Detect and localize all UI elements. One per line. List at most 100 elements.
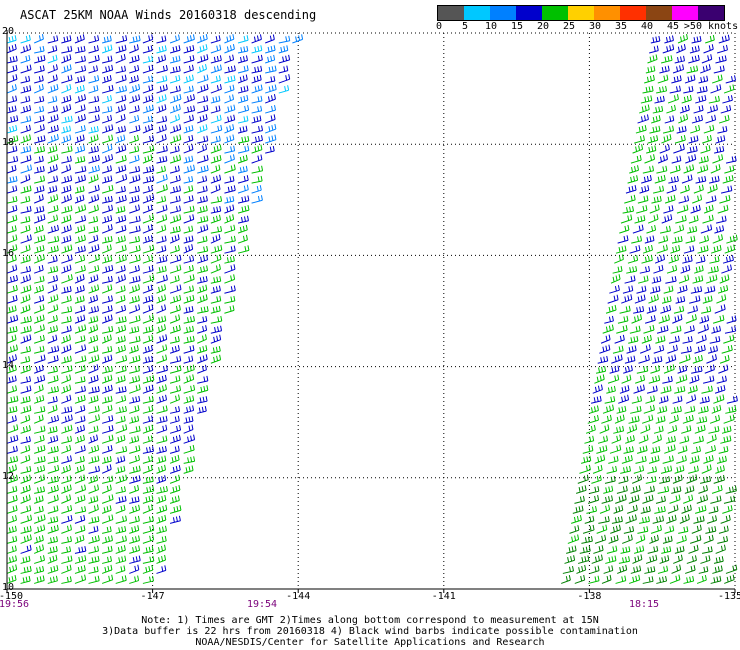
wind-barb xyxy=(142,265,154,274)
wind-barb xyxy=(183,395,195,404)
wind-barb xyxy=(129,295,140,304)
wind-barb xyxy=(74,34,85,44)
wind-barb xyxy=(156,284,167,294)
wind-barb xyxy=(20,115,32,124)
wind-barb xyxy=(718,34,730,44)
wind-barb xyxy=(20,325,32,334)
wind-barb xyxy=(634,294,646,304)
wind-barb xyxy=(237,74,248,84)
wind-barb xyxy=(142,435,153,444)
wind-barb xyxy=(101,84,114,94)
wind-barb xyxy=(129,304,141,314)
wind-barb xyxy=(74,75,86,84)
wind-barb xyxy=(605,555,617,564)
wind-barb xyxy=(722,175,734,184)
wind-barb xyxy=(20,124,31,134)
wind-barb xyxy=(74,376,86,384)
wind-barb xyxy=(630,405,642,414)
wind-barb xyxy=(47,334,58,344)
wind-barb xyxy=(609,285,620,294)
wind-barb xyxy=(720,185,733,194)
wind-barb xyxy=(210,164,221,174)
wind-barb xyxy=(210,264,221,274)
wind-barb xyxy=(115,134,126,144)
wind-barb xyxy=(660,385,672,394)
scale-label: 40 xyxy=(640,21,654,32)
wind-barb xyxy=(88,65,99,74)
wind-barb xyxy=(183,405,195,414)
wind-barb xyxy=(639,344,651,354)
wind-barb xyxy=(156,124,167,134)
wind-barb xyxy=(645,476,657,484)
scale-label: 10 xyxy=(484,21,498,32)
scale-label: 45 xyxy=(666,21,680,32)
wind-barb xyxy=(20,395,31,404)
wind-barb xyxy=(639,265,651,274)
wind-barb xyxy=(670,325,682,334)
wind-barb xyxy=(714,304,726,314)
wind-barb xyxy=(6,445,18,454)
wind-barb xyxy=(611,516,623,524)
wind-barb xyxy=(685,564,696,574)
wind-barb xyxy=(74,165,87,174)
wind-barb xyxy=(657,154,668,164)
wind-barb xyxy=(701,54,713,64)
wind-barb xyxy=(20,265,31,274)
wind-barb xyxy=(630,154,642,164)
wind-barb xyxy=(676,535,687,544)
wind-barb xyxy=(142,314,155,324)
wind-barb xyxy=(74,65,87,74)
wind-barb xyxy=(210,35,221,44)
wind-barb xyxy=(20,294,31,304)
wind-barb xyxy=(670,245,681,254)
wind-barb xyxy=(711,404,722,414)
wind-barb xyxy=(88,194,100,204)
wind-barb xyxy=(692,194,703,204)
wind-barb xyxy=(210,214,221,224)
wind-barb xyxy=(142,224,153,234)
wind-barb xyxy=(47,194,59,204)
wind-barb xyxy=(691,365,703,374)
wind-barb xyxy=(606,465,618,474)
wind-barb xyxy=(169,114,181,124)
wind-barb xyxy=(6,325,18,334)
wind-barb xyxy=(680,346,692,354)
wind-barb xyxy=(690,204,701,214)
wind-barb xyxy=(20,315,32,324)
wind-barb xyxy=(88,95,100,104)
wind-barb xyxy=(278,74,291,84)
wind-barb xyxy=(142,194,155,204)
wind-barb xyxy=(156,554,167,564)
wind-barb xyxy=(115,185,126,194)
wind-barb xyxy=(654,506,666,514)
wind-barb xyxy=(210,205,222,214)
wind-barb xyxy=(47,124,59,134)
wind-barb xyxy=(649,125,661,134)
wind-barb xyxy=(33,194,44,204)
wind-barb xyxy=(102,325,114,334)
wind-barb xyxy=(34,175,46,184)
wind-barb xyxy=(115,395,127,404)
wind-barb xyxy=(142,575,155,584)
wind-barb xyxy=(619,385,630,394)
wind-barb xyxy=(721,345,733,354)
wind-barb xyxy=(571,515,582,524)
wind-barb xyxy=(34,495,44,504)
wind-barb xyxy=(156,134,167,144)
wind-barb xyxy=(88,305,100,314)
wind-barb xyxy=(88,354,100,364)
wind-barb xyxy=(74,134,85,144)
wind-barb xyxy=(129,555,141,564)
wind-barb xyxy=(6,314,19,324)
wind-barb xyxy=(691,35,702,44)
wind-barb xyxy=(668,254,679,264)
wind-barb xyxy=(169,134,182,144)
wind-barb xyxy=(639,104,650,114)
wind-barb xyxy=(183,34,195,44)
wind-barb xyxy=(569,525,580,534)
wind-barb xyxy=(696,494,709,504)
wind-barb xyxy=(156,535,167,544)
wind-barb xyxy=(713,65,725,74)
wind-barb xyxy=(20,34,31,44)
wind-barb xyxy=(726,395,738,404)
